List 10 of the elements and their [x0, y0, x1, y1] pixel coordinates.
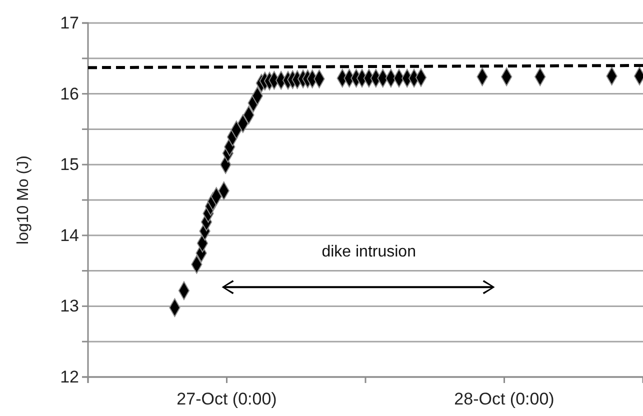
x-tick-label: 28-Oct (0:00) — [454, 390, 554, 409]
y-axis-title: log10 Mo (J) — [15, 156, 32, 244]
y-tick-label: 13 — [60, 296, 79, 316]
annotation: dike intrusion — [322, 244, 416, 261]
y-tick-label: 17 — [60, 13, 79, 32]
y-tick-label: 12 — [60, 367, 79, 386]
x-tick-label: 27-Oct (0:00) — [176, 390, 277, 409]
y-tick-label: 15 — [60, 155, 79, 174]
y-tick-label: 14 — [60, 226, 79, 245]
y-tick-label: 16 — [60, 84, 79, 104]
